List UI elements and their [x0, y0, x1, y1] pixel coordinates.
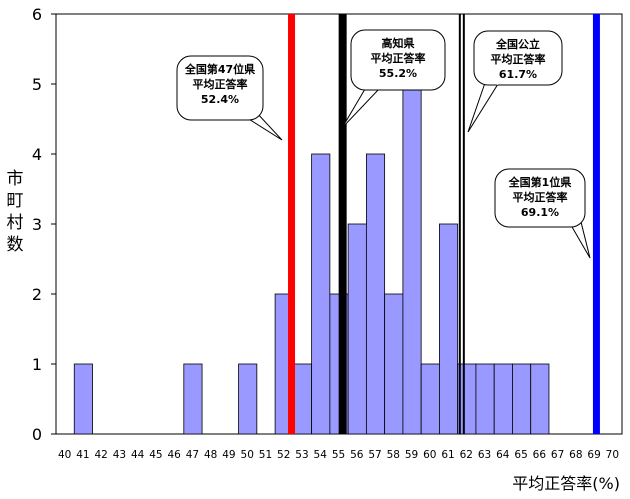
callout-text-line: 52.4% [201, 93, 239, 106]
callout-text-line: 平均正答率 [193, 77, 248, 91]
x-tick-label: 48 [204, 449, 217, 461]
x-axis-label: 平均正答率(%) [512, 474, 620, 493]
y-axis-label-char: 市 [6, 169, 24, 189]
histogram-bar [439, 223, 459, 435]
callout-box [176, 55, 264, 121]
callout-text-line: 平均正答率 [491, 52, 546, 66]
histogram-bar [183, 363, 203, 435]
callout-tail-join [243, 111, 257, 117]
x-tick-label: 40 [58, 449, 71, 461]
callout-tail-join [485, 79, 499, 85]
histogram-bar [292, 363, 313, 435]
callout-text-line: 55.2% [379, 67, 417, 80]
y-tick-label: 3 [32, 215, 42, 234]
histogram-bar [365, 153, 386, 435]
x-tick-label: 70 [606, 449, 619, 461]
x-tick-label: 59 [405, 449, 418, 461]
y-tick-label: 2 [32, 285, 42, 304]
callout-tail-join [367, 83, 381, 89]
callout-text-line: 61.7% [499, 68, 537, 81]
x-tick-label: 50 [241, 449, 254, 461]
x-tick-label: 52 [277, 449, 290, 461]
x-tick-label: 53 [295, 449, 308, 461]
histogram-bar [238, 363, 258, 435]
x-tick-label: 62 [460, 449, 473, 461]
x-tick-label: 56 [350, 449, 364, 461]
callout-text-line: 全国公立 [495, 37, 540, 51]
x-tick-label: 55 [332, 449, 345, 461]
y-axis-label-char: 数 [6, 235, 24, 255]
x-tick-label: 51 [259, 449, 272, 461]
histogram-bar [402, 83, 422, 435]
histogram-bar [493, 363, 513, 435]
x-tick-label: 65 [514, 449, 527, 461]
callout-text-line: 平均正答率 [513, 190, 568, 204]
histogram-bar [384, 293, 404, 435]
x-tick-label: 60 [423, 449, 436, 461]
y-tick-label: 6 [32, 5, 42, 24]
histogram-bar [512, 363, 532, 435]
x-tick-label: 57 [368, 449, 381, 461]
y-tick-label: 4 [32, 145, 42, 164]
y-tick-label: 0 [32, 425, 42, 444]
x-tick-label: 58 [387, 449, 400, 461]
x-tick-label: 67 [551, 449, 564, 461]
callout-text-line: 高知県 [382, 36, 415, 50]
x-tick-label: 42 [94, 449, 107, 461]
callout-text-line: 69.1% [521, 206, 559, 219]
histogram-bar [73, 363, 93, 435]
callout-tail-join [567, 217, 581, 221]
histogram-bar [311, 153, 331, 435]
callout-box [494, 168, 586, 228]
y-axis-label: 市 町 村 数 [4, 168, 26, 256]
x-tick-label: 43 [113, 449, 126, 461]
y-tick-label: 5 [32, 75, 42, 94]
y-tick-label: 1 [32, 355, 42, 374]
callout-text-line: 平均正答率 [371, 51, 426, 65]
y-axis-label-char: 町 [6, 191, 24, 211]
x-tick-label: 61 [441, 449, 454, 461]
histogram-bar [475, 363, 495, 435]
x-tick-label: 41 [76, 449, 89, 461]
x-tick-label: 44 [131, 449, 145, 461]
callout-box [350, 29, 446, 91]
x-tick-label: 63 [478, 449, 491, 461]
histogram-bar [420, 363, 440, 435]
callout-text-line: 全国第47位県 [184, 62, 255, 76]
x-tick-label: 64 [496, 449, 510, 461]
x-tick-label: 69 [587, 449, 600, 461]
x-tick-label: 68 [569, 449, 582, 461]
x-tick-label: 46 [167, 449, 181, 461]
x-tick-label: 54 [314, 449, 328, 461]
callout-text-line: 全国第1位県 [508, 175, 572, 189]
callout-box [473, 30, 563, 86]
x-tick-label: 45 [149, 449, 162, 461]
x-tick-label: 47 [186, 449, 199, 461]
histogram-bar [347, 223, 367, 435]
x-tick-label: 66 [533, 449, 547, 461]
histogram-bar [530, 363, 550, 435]
x-tick-label: 49 [222, 449, 235, 461]
y-axis-label-char: 村 [6, 213, 24, 233]
